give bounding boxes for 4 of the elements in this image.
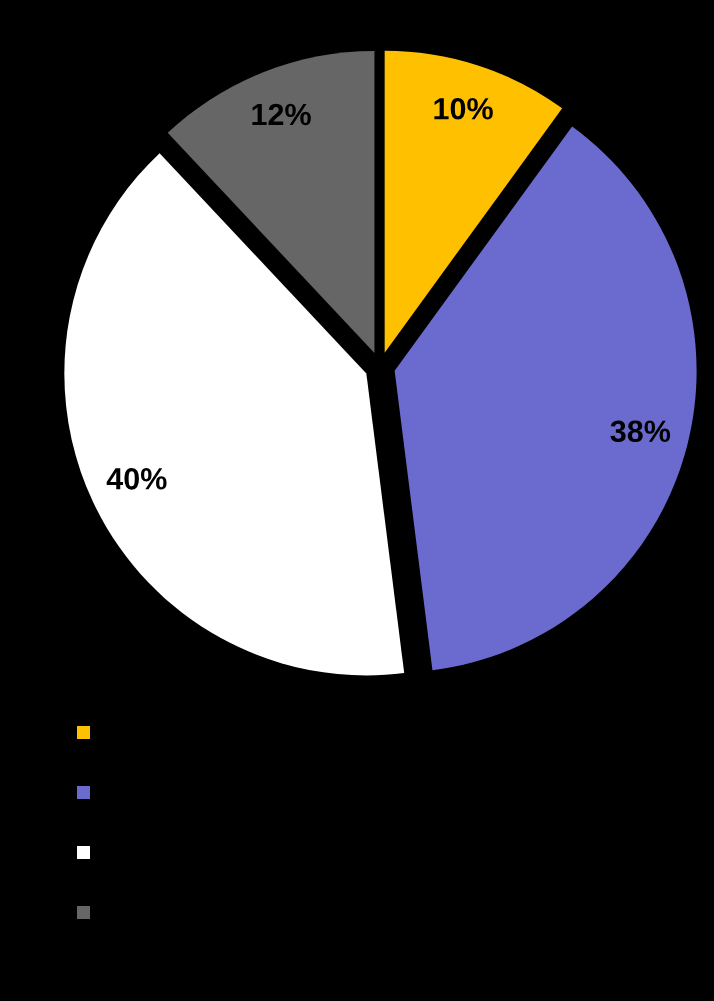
data-label: 40%	[106, 468, 167, 490]
data-label: 12%	[252, 103, 311, 126]
data-label: 10%	[434, 97, 493, 120]
data-label: 38%	[610, 420, 671, 443]
